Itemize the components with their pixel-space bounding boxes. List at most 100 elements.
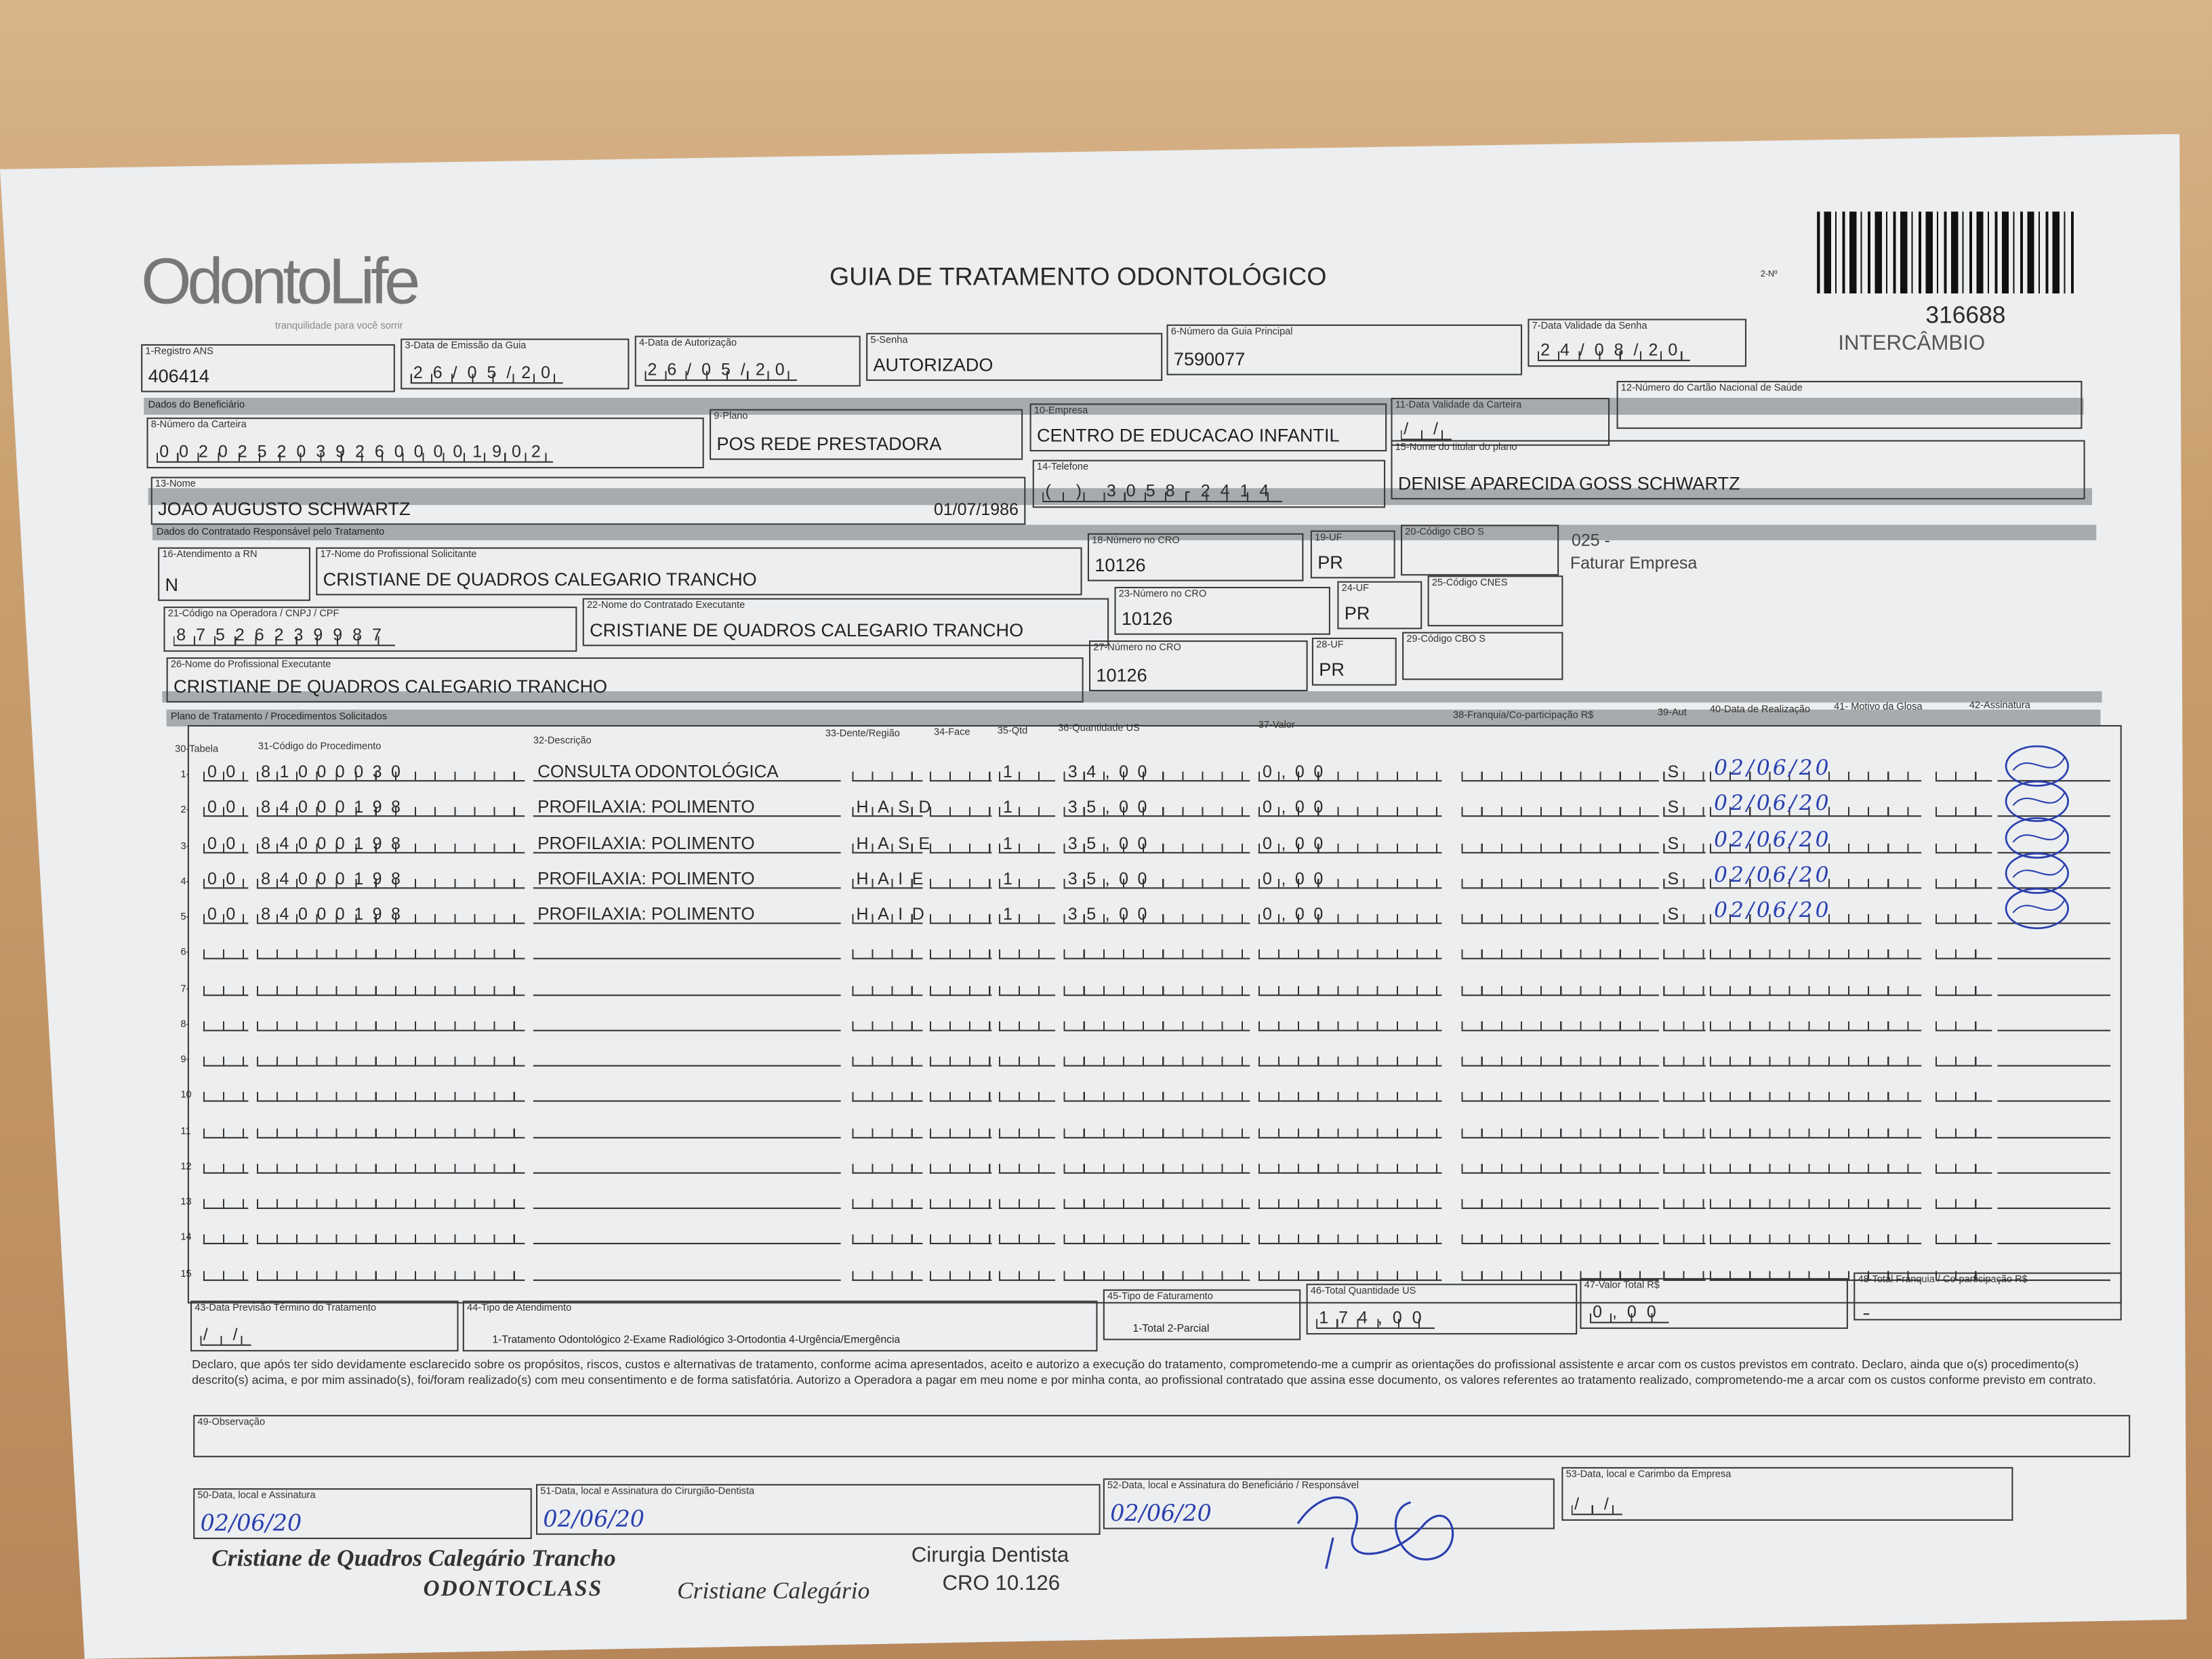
stamp-cro: CRO 10.126 [942, 1571, 1061, 1596]
cell-fr [1461, 1118, 1659, 1138]
field-value: / / [1571, 1494, 1622, 1515]
cell-tabela [203, 975, 249, 996]
cell-us [1063, 1260, 1250, 1281]
cell-fr [1461, 1225, 1659, 1245]
cell-codigo [256, 1189, 525, 1209]
field-value: 26/05/20 [644, 359, 798, 382]
column-header: 30-Tabela [175, 745, 219, 755]
cell-glosa [1935, 1260, 1992, 1281]
cell-glosa [1935, 762, 1992, 782]
field-8: 8-Número da Carteira 00202520392600001902 [146, 417, 704, 469]
field-label: 7-Data Validade da Senha [1532, 321, 1647, 332]
cell-valor [1258, 1189, 1442, 1209]
field-value: 174,00 [1316, 1307, 1435, 1329]
field-3: 3-Data de Emissão da Guia 26/05/20 [401, 338, 630, 390]
cell-dente [852, 1260, 923, 1281]
cell-dente [852, 762, 923, 782]
cell-valor [1258, 939, 1442, 960]
procedure-row: 14 [175, 1217, 2122, 1253]
logo-tagline: tranquilidade para você sorrir [274, 321, 403, 332]
cell-dente [852, 975, 923, 996]
cell-qtd [998, 1046, 1056, 1067]
cell-tabela: 00 [203, 797, 249, 817]
procedure-row: 6- [175, 933, 2122, 968]
field-label: 15-Nome do titular do plano [1395, 443, 1517, 453]
stamp-signature: Cristiane Calegário [677, 1577, 870, 1604]
field-label: 46-Total Quantidade US [1310, 1286, 1416, 1296]
cell-desc [533, 1189, 841, 1209]
procedure-row: 3- 00 84000198 PROFILAXIA: POLIMENTO HASE 1 35… [175, 816, 2122, 861]
cell-valor: 0,00 [1258, 762, 1442, 782]
cell-sig [1997, 1153, 2111, 1174]
field-value: 00202520392600001902 [157, 441, 554, 463]
cell-glosa [1935, 1118, 1992, 1138]
field-label: 20-Código CBO S [1405, 527, 1484, 538]
cell-tabela [203, 1082, 249, 1103]
field-value: 10126 [1096, 664, 1147, 686]
field-50: 50-Data, local e Assinatura 02/06/20 [193, 1488, 532, 1540]
cell-sig [1997, 762, 2111, 782]
column-header: 37-Valor [1258, 720, 1295, 731]
row-number: 3- [180, 841, 190, 852]
procedure-row: 10 [175, 1075, 2122, 1111]
column-header: 31-Código do Procedimento [258, 741, 382, 752]
field-label: 4-Data de Autorização [638, 338, 737, 349]
cell-tabela [203, 1153, 249, 1174]
field-18: 18-Número no CRO 10126 [1087, 533, 1304, 581]
cell-aut [1663, 1118, 1706, 1138]
field-17: 17-Nome do Profissional Solicitante CRIST… [316, 547, 1082, 596]
field-4: 4-Data de Autorização 26/05/20 [634, 335, 861, 387]
field-value: CRISTIANE DE QUADROS CALEGARIO TRANCHO [173, 676, 608, 697]
guide-type: INTERCÂMBIO [1838, 331, 1986, 356]
billing-note: Faturar Empresa [1570, 552, 1698, 573]
cell-face [929, 1046, 992, 1067]
cell-tabela [203, 1189, 249, 1209]
cell-codigo: 84000198 [256, 904, 525, 924]
column-header: 33-Dente/Região [825, 729, 900, 739]
cell-sig [1997, 1225, 2111, 1245]
cell-face [929, 1010, 992, 1031]
procedure-row: 1- 00 81000030 CONSULTA ODONTOLÓGICA 1 34,00 0… [175, 745, 2122, 790]
cell-tabela: 00 [203, 762, 249, 782]
cell-codigo: 81000030 [256, 762, 525, 782]
cell-dente: HAID [852, 904, 924, 924]
field-label: 53-Data, local e Carimbo da Empresa [1565, 1470, 1732, 1480]
field-16: 16-Atendimento a RN N [158, 547, 310, 601]
cell-face [929, 868, 992, 888]
cell-us [1063, 939, 1250, 960]
logo: OdontoLife [141, 244, 420, 318]
procedure-row: 8- [175, 1004, 2122, 1040]
field-29: 29-Código CBO S [1402, 632, 1563, 680]
row-number: 15 [180, 1269, 192, 1279]
field-label: 21-Código na Operadora / CNPJ / CPF [167, 609, 340, 619]
cell-aut: S [1663, 833, 1706, 853]
cell-desc: CONSULTA ODONTOLÓGICA [533, 762, 841, 782]
cell-us [1063, 1153, 1250, 1174]
cell-tabela [203, 1010, 249, 1031]
cell-codigo: 84000198 [256, 833, 525, 853]
cell-desc: PROFILAXIA: POLIMENTO [533, 869, 841, 888]
cell-codigo [256, 1010, 525, 1031]
field-label: 29-Código CBO S [1406, 634, 1486, 645]
field-label: 51-Data, local e Assinatura do Cirurgião… [540, 1487, 755, 1497]
field-value: AUTORIZADO [873, 354, 994, 375]
cell-data [1709, 1253, 1922, 1281]
cell-data [1709, 1217, 1922, 1245]
cell-dente [852, 939, 923, 960]
field-value: 10126 [1121, 608, 1173, 630]
cell-desc [533, 975, 841, 996]
field-24: 24-UF PR [1337, 581, 1422, 630]
cell-aut [1663, 1260, 1706, 1281]
cell-codigo [256, 939, 525, 960]
cell-sig [1997, 1047, 2111, 1067]
field-11: 11-Data Validade da Carteira / / [1391, 398, 1610, 446]
row-number: 14 [180, 1233, 192, 1244]
field-26: 26-Nome do Profissional Executante CRISTI… [166, 657, 1084, 703]
cell-desc [533, 1261, 841, 1281]
field-label: 1-Registro ANS [145, 347, 213, 357]
row-number: 8- [180, 1019, 190, 1030]
field-value: CRISTIANE DE QUADROS CALEGARIO TRANCHO [323, 568, 757, 590]
cell-tabela [203, 1225, 249, 1245]
procedure-row: 13 [175, 1182, 2122, 1218]
cell-glosa [1935, 1046, 1992, 1067]
